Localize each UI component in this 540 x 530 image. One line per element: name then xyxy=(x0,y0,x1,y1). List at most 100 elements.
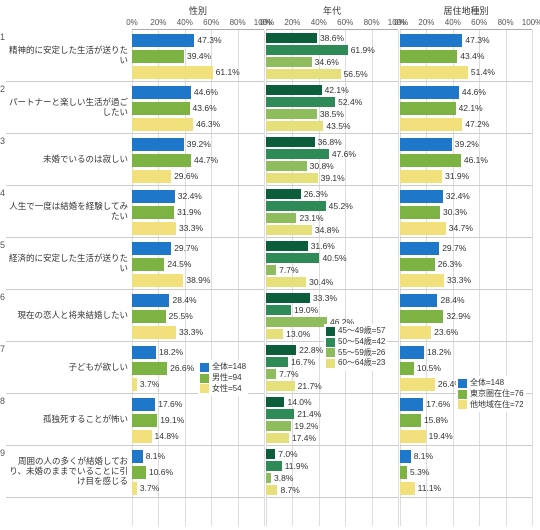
bar xyxy=(266,449,275,459)
axis-tick: 80% xyxy=(230,18,246,27)
legend-label: 全体=148 xyxy=(470,378,504,389)
legend-swatch xyxy=(326,359,335,368)
row-labels-column: 1精神的に安定した生活が送りたい2パートナーと楽しい生活が過ごしたい3未婚でいる… xyxy=(6,4,132,526)
bar-wrap: 18.2% xyxy=(400,345,532,360)
row-label: 9周囲の人の多くが結婚しており、未婚のままでいることに引け目を感じる xyxy=(6,446,132,498)
bar-wrap: 21.7% xyxy=(266,381,398,392)
axis-tick: 0% xyxy=(126,18,138,27)
legend-label: 45～49歳=57 xyxy=(338,326,385,337)
bar xyxy=(400,206,440,219)
bar xyxy=(400,66,468,79)
axis-tick: 20% xyxy=(284,18,300,27)
bar-value: 34.7% xyxy=(449,223,473,233)
row-number: 3 xyxy=(0,136,5,146)
legend-item: 45～49歳=57 xyxy=(326,326,385,337)
bar-wrap: 32.4% xyxy=(132,189,264,204)
chart-container: 1精神的に安定した生活が送りたい2パートナーと楽しい生活が過ごしたい3未婚でいる… xyxy=(0,0,540,530)
bar xyxy=(266,161,307,171)
bar xyxy=(266,149,329,159)
bar-value: 26.3% xyxy=(304,189,328,199)
bar xyxy=(132,430,152,443)
legend-item: 全体=148 xyxy=(200,362,246,373)
bar-value: 61.1% xyxy=(216,67,240,77)
legend-swatch xyxy=(326,348,335,357)
panel-title: 年代 xyxy=(266,4,398,16)
bar-value: 29.6% xyxy=(174,171,198,181)
legend-swatch xyxy=(326,327,335,336)
bar-value: 29.7% xyxy=(174,243,198,253)
bar-wrap: 10.5% xyxy=(400,361,532,376)
bar-value: 8.1% xyxy=(414,451,433,461)
axis-tick: 60% xyxy=(203,18,219,27)
bar-wrap: 42.1% xyxy=(400,101,532,116)
bar-value: 3.7% xyxy=(140,379,159,389)
legend-item: 東京圏在住=76 xyxy=(458,389,524,400)
bar-value: 7.7% xyxy=(279,265,298,275)
row-group: 32.4%31.9%33.3% xyxy=(132,186,264,238)
bar-value: 25.5% xyxy=(169,311,193,321)
bar-wrap: 45.2% xyxy=(266,201,398,212)
bar xyxy=(400,466,407,479)
row-number: 4 xyxy=(0,188,5,198)
bar-value: 17.6% xyxy=(158,399,182,409)
bar xyxy=(266,121,323,131)
legend-label: 全体=148 xyxy=(212,362,246,373)
bar-wrap: 14.8% xyxy=(132,429,264,444)
bar-value: 26.6% xyxy=(170,363,194,373)
chart-panel: 性別0%20%40%60%80%100%47.3%39.4%61.1%44.6%… xyxy=(132,4,264,526)
bar-wrap: 34.6% xyxy=(266,57,398,68)
bar-value: 21.4% xyxy=(297,409,321,419)
bar-value: 44.6% xyxy=(462,87,486,97)
bar-value: 38.9% xyxy=(186,275,210,285)
bar xyxy=(400,294,437,307)
bar-wrap: 32.4% xyxy=(400,189,532,204)
bar xyxy=(132,274,183,287)
bar xyxy=(132,466,146,479)
axis-tick: 20% xyxy=(418,18,434,27)
bar-wrap: 24.5% xyxy=(132,257,264,272)
row-group: 14.0%21.4%19.2%17.4% xyxy=(266,394,398,446)
row-group: 36.8%47.6%30.8%39.1% xyxy=(266,134,398,186)
row-group: 38.6%61.9%34.6%56.5% xyxy=(266,30,398,82)
bar-value: 33.3% xyxy=(313,293,337,303)
bar-value: 14.8% xyxy=(155,431,179,441)
bar-wrap: 44.6% xyxy=(132,85,264,100)
bar-wrap: 8.1% xyxy=(132,449,264,464)
bar-wrap: 38.6% xyxy=(266,33,398,44)
axis-tick: 40% xyxy=(311,18,327,27)
bar-wrap: 28.4% xyxy=(132,293,264,308)
bar-value: 42.1% xyxy=(459,103,483,113)
bar-wrap: 33.3% xyxy=(400,273,532,288)
panels: 1精神的に安定した生活が送りたい2パートナーと楽しい生活が過ごしたい3未婚でいる… xyxy=(6,4,534,526)
bar-value: 3.8% xyxy=(274,473,293,483)
row-number: 6 xyxy=(0,292,5,302)
bar-value: 39.2% xyxy=(455,139,479,149)
row-label: 8孤独死することが怖い xyxy=(6,394,132,446)
bar-wrap: 11.1% xyxy=(400,481,532,496)
bar-value: 19.1% xyxy=(160,415,184,425)
legend-item: 他地域在住=72 xyxy=(458,400,524,411)
axis-tick: 60% xyxy=(337,18,353,27)
bar-value: 17.4% xyxy=(292,433,316,443)
bar-rows: 38.6%61.9%34.6%56.5%42.1%52.4%38.5%43.5%… xyxy=(266,30,398,498)
bar xyxy=(400,430,426,443)
bar-value: 52.4% xyxy=(338,97,362,107)
legend-label: 60～64歳=23 xyxy=(338,358,385,369)
legend: 全体=148男性=94女性=54 xyxy=(198,360,248,396)
bar-wrap: 34.7% xyxy=(400,221,532,236)
bar xyxy=(400,222,446,235)
bar-wrap: 17.6% xyxy=(132,397,264,412)
bar-value: 29.7% xyxy=(442,243,466,253)
bar-value: 23.6% xyxy=(434,327,458,337)
bar-value: 18.2% xyxy=(427,347,451,357)
bar-value: 16.7% xyxy=(291,357,315,367)
bar-value: 26.3% xyxy=(438,259,462,269)
legend-swatch xyxy=(200,374,209,383)
bar-wrap: 15.8% xyxy=(400,413,532,428)
bar-wrap: 19.0% xyxy=(266,305,398,316)
bar-wrap: 18.2% xyxy=(132,345,264,360)
bar xyxy=(132,378,137,391)
bar xyxy=(400,86,459,99)
bar-wrap: 31.9% xyxy=(132,205,264,220)
panel-title: 居住地種別 xyxy=(400,4,532,16)
